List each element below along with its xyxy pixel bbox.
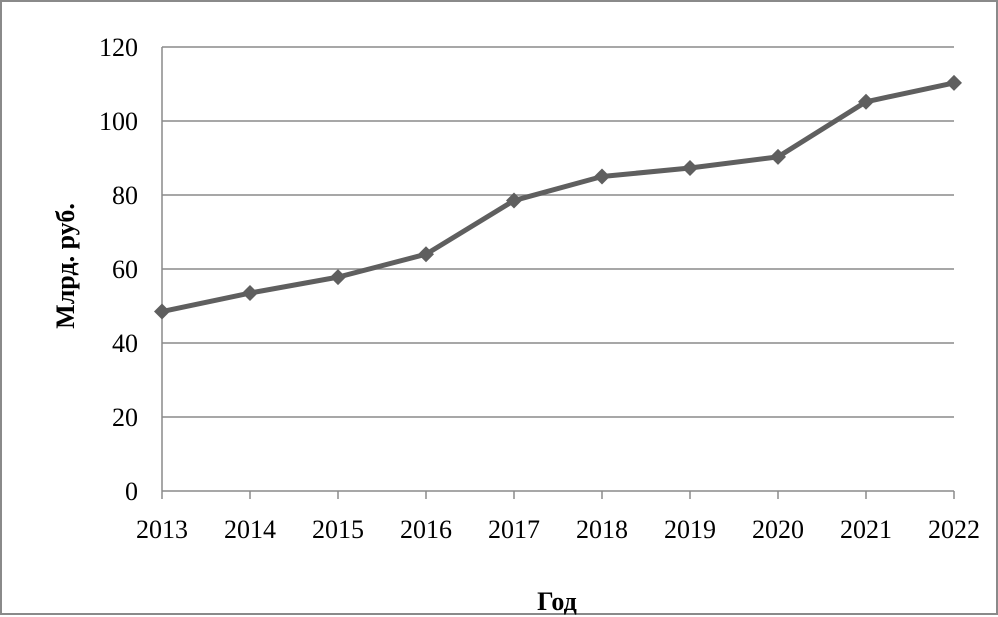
x-tick-label-2022: 2022	[928, 515, 980, 544]
data-point-2015	[330, 269, 346, 286]
data-point-2017	[506, 192, 522, 209]
y-tick-label-20: 20	[112, 403, 138, 432]
x-axis-ticks: 2013 2014 2015 2016 2017 2018 2019 2020 2021 2022	[136, 491, 980, 544]
y-tick-label-100: 100	[99, 107, 138, 136]
x-tick-label-2018: 2018	[576, 515, 628, 544]
data-point-2013	[154, 303, 170, 320]
grid-lines	[161, 46, 954, 492]
y-axis-ticks: 0 20 40 60 80 100 120	[99, 33, 138, 506]
y-tick-label-40: 40	[112, 329, 138, 358]
data-point-2022	[946, 74, 962, 91]
y-tick-label-80: 80	[112, 181, 138, 210]
x-tick-label-2014: 2014	[224, 515, 276, 544]
data-point-2021	[858, 93, 874, 110]
x-tick-label-2016: 2016	[400, 515, 452, 544]
x-tick-label-2017: 2017	[488, 515, 540, 544]
y-tick-label-60: 60	[112, 255, 138, 284]
y-tick-label-0: 0	[125, 477, 138, 506]
data-point-2019	[682, 159, 698, 176]
y-tick-label-120: 120	[99, 33, 138, 62]
x-tick-label-2021: 2021	[840, 515, 892, 544]
x-tick-label-2020: 2020	[752, 515, 804, 544]
x-tick-label-2019: 2019	[664, 515, 716, 544]
data-point-2016	[418, 246, 434, 263]
data-point-2014	[242, 285, 258, 302]
data-point-2018	[594, 168, 610, 185]
y-axis-title: Млрд. руб.	[51, 203, 80, 329]
x-tick-label-2015: 2015	[312, 515, 364, 544]
series-layer	[154, 74, 962, 320]
x-axis-title: Год	[537, 587, 577, 616]
x-tick-label-2013: 2013	[136, 515, 188, 544]
data-point-2020	[770, 148, 786, 165]
series-line-0	[161, 80, 955, 314]
